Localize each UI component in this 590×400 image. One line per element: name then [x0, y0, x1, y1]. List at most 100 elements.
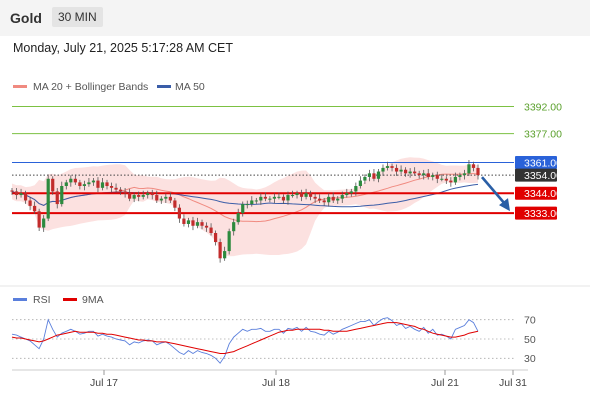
candle-body: [132, 195, 136, 199]
x-tick-label: Jul 18: [262, 377, 290, 389]
candle-body: [458, 175, 462, 177]
candle-body: [340, 195, 344, 199]
candle-body: [236, 213, 240, 223]
candle-body: [394, 167, 399, 172]
legend-swatch-rsi: [13, 298, 27, 301]
candle-body: [155, 195, 159, 201]
candle-body: [64, 182, 68, 186]
candle-body: [82, 184, 86, 186]
datetime-label: Monday, July 21, 2025 5:17:28 AM CET: [13, 41, 234, 55]
candle-body: [28, 200, 32, 206]
candle-body: [422, 173, 426, 176]
candle-body: [209, 227, 213, 233]
candle-body: [245, 204, 249, 206]
price-label-3392.00: 3392.00: [524, 101, 562, 113]
candle-body: [444, 178, 448, 181]
candle-body: [250, 200, 254, 205]
candle-body: [109, 186, 114, 188]
candle-body: [295, 193, 299, 196]
candle-body: [137, 195, 141, 197]
candle-body: [227, 231, 231, 252]
candle-body: [91, 180, 96, 183]
candle-body: [177, 207, 181, 219]
candle-body: [182, 218, 186, 224]
candle-body: [345, 193, 349, 196]
price-label-3377.00: 3377.00: [524, 128, 562, 140]
legend-label-rsi: RSI: [33, 294, 51, 306]
candle-body: [195, 222, 200, 226]
candle-body: [114, 187, 118, 190]
candle-body: [431, 175, 435, 177]
x-tick-label: Jul 17: [90, 377, 118, 389]
candle-body: [254, 200, 258, 202]
candle-body: [336, 198, 340, 201]
candle-body: [55, 191, 59, 205]
timeframe-button[interactable]: 30 MIN: [52, 7, 103, 27]
candle-body: [200, 222, 204, 226]
candle-body: [204, 225, 209, 228]
candle-body: [96, 180, 100, 188]
forecast-arrow-head: [499, 198, 510, 212]
candle-body: [268, 198, 272, 200]
legend-swatch-ma20: [13, 85, 27, 88]
candle-body: [385, 166, 390, 168]
candle-body: [471, 164, 476, 168]
candle-body: [123, 191, 127, 194]
candle-body: [259, 196, 263, 201]
candle-body: [299, 193, 304, 197]
rsi-tick-50: 50: [524, 334, 536, 346]
x-tick-label: Jul 21: [431, 377, 459, 389]
candle-body: [313, 196, 317, 199]
candle-body: [146, 193, 150, 196]
symbol-label: Gold: [10, 10, 42, 26]
candle-body: [141, 195, 145, 197]
rsi-line: [11, 317, 479, 364]
candle-body: [367, 173, 372, 177]
candle-body: [376, 171, 381, 179]
legend-label-9ma: 9MA: [82, 294, 104, 306]
candle-body: [272, 196, 277, 199]
candle-body: [128, 193, 132, 199]
ma50-line: [11, 183, 479, 208]
candle-body: [453, 176, 457, 183]
candle-body: [449, 180, 453, 183]
candle-body: [331, 196, 335, 201]
candle-body: [363, 176, 367, 181]
candle-body: [10, 190, 14, 192]
rsi-tick-30: 30: [524, 353, 536, 365]
candle-body: [440, 178, 444, 180]
candle-body: [404, 169, 408, 174]
candle-body: [118, 189, 123, 192]
candle-body: [372, 173, 376, 179]
price-label-bg-3333.00: [515, 206, 557, 220]
candle-body: [408, 171, 412, 174]
legend-label-ma50: MA 50: [175, 81, 205, 93]
candle-body: [191, 220, 195, 226]
candle-body: [263, 196, 267, 199]
candle-body: [462, 173, 467, 176]
candle-body: [290, 195, 295, 197]
candle-body: [390, 166, 394, 168]
price-label-3361.00: 3361.00: [524, 157, 562, 169]
candle-body: [14, 191, 19, 196]
candle-body: [381, 167, 385, 172]
candle-body: [399, 169, 403, 172]
price-label-3354.00: 3354.00: [524, 170, 562, 182]
candle-body: [173, 200, 177, 208]
candle-body: [150, 193, 154, 196]
bollinger-band: [12, 157, 478, 257]
candle-body: [33, 205, 37, 212]
candle-body: [354, 186, 358, 192]
candle-body: [223, 251, 227, 259]
candle-body: [232, 222, 236, 232]
candle-body: [426, 173, 430, 177]
legend-label-ma20: MA 20 + Bollinger Bands: [33, 81, 148, 93]
candle-body: [105, 182, 109, 186]
legend-swatch-9ma: [63, 298, 77, 301]
candle-body: [349, 191, 353, 194]
candle-body: [286, 195, 290, 201]
candle-body: [37, 211, 41, 228]
candle-body: [435, 175, 439, 179]
price-label-bg-3354.00: [515, 168, 557, 182]
